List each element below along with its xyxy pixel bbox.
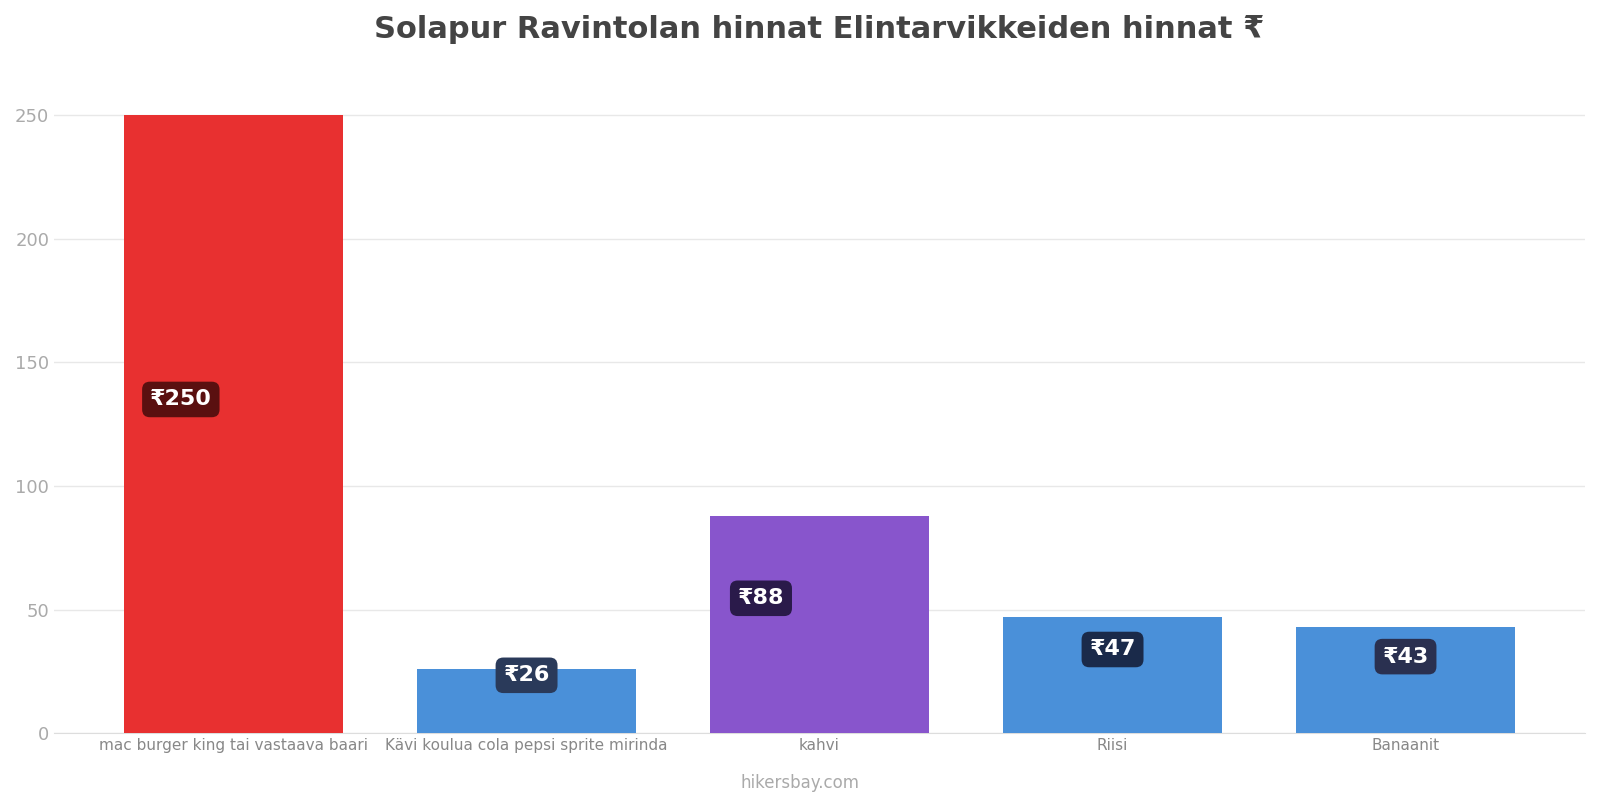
Text: ₹43: ₹43 [1382, 646, 1429, 666]
Text: ₹47: ₹47 [1090, 639, 1136, 659]
Bar [416, 669, 637, 733]
Bar [123, 115, 344, 733]
Bar [1003, 617, 1222, 733]
Bar [1296, 627, 1515, 733]
Bar [710, 516, 930, 733]
Text: hikersbay.com: hikersbay.com [741, 774, 859, 792]
Text: ₹250: ₹250 [150, 390, 211, 410]
Title: Solapur Ravintolan hinnat Elintarvikkeiden hinnat ₹: Solapur Ravintolan hinnat Elintarvikkeid… [374, 15, 1264, 44]
Text: ₹88: ₹88 [738, 588, 784, 608]
Text: ₹26: ₹26 [504, 666, 550, 686]
